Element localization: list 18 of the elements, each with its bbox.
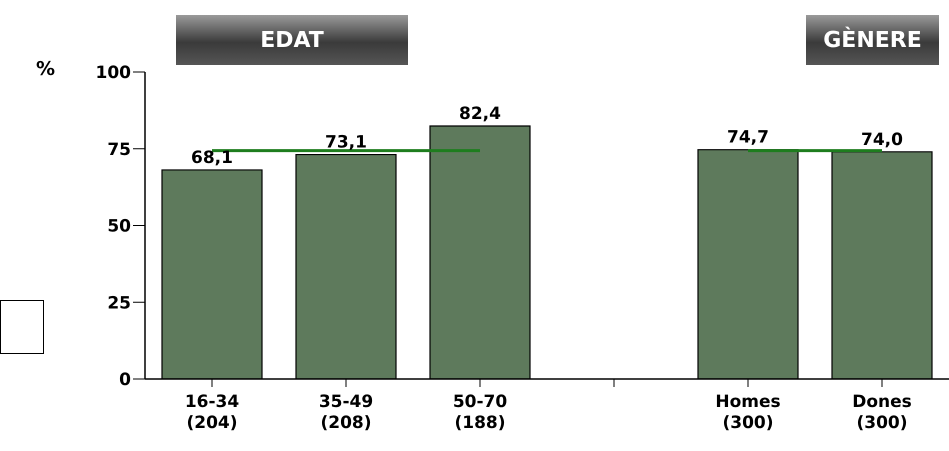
text: EDAT	[176, 15, 408, 65]
data-label: 68,1	[191, 148, 233, 168]
x-tick-label: 50-70 (188)	[452, 392, 508, 433]
data-label: 82,4	[459, 104, 502, 124]
y-tick-label: 75	[107, 140, 131, 160]
y-tick-label: 100	[96, 63, 132, 84]
x-tick-label: Dones (300)	[852, 392, 912, 433]
y-tick-label: 0	[119, 370, 132, 390]
data-label: 73,1	[325, 132, 367, 153]
data-label: 74,7	[727, 128, 769, 148]
y-axis-title: %	[36, 58, 56, 80]
x-tick-label: 16-34 (204)	[184, 392, 240, 433]
y-tick-label: 50	[107, 216, 132, 237]
y-tick-label: 25	[107, 293, 131, 314]
data-label: 74,0	[861, 130, 904, 150]
x-tick-label: Homes (300)	[715, 392, 781, 433]
x-tick-label: 35-49 (208)	[318, 392, 374, 433]
text: GÈNERE	[806, 15, 939, 65]
